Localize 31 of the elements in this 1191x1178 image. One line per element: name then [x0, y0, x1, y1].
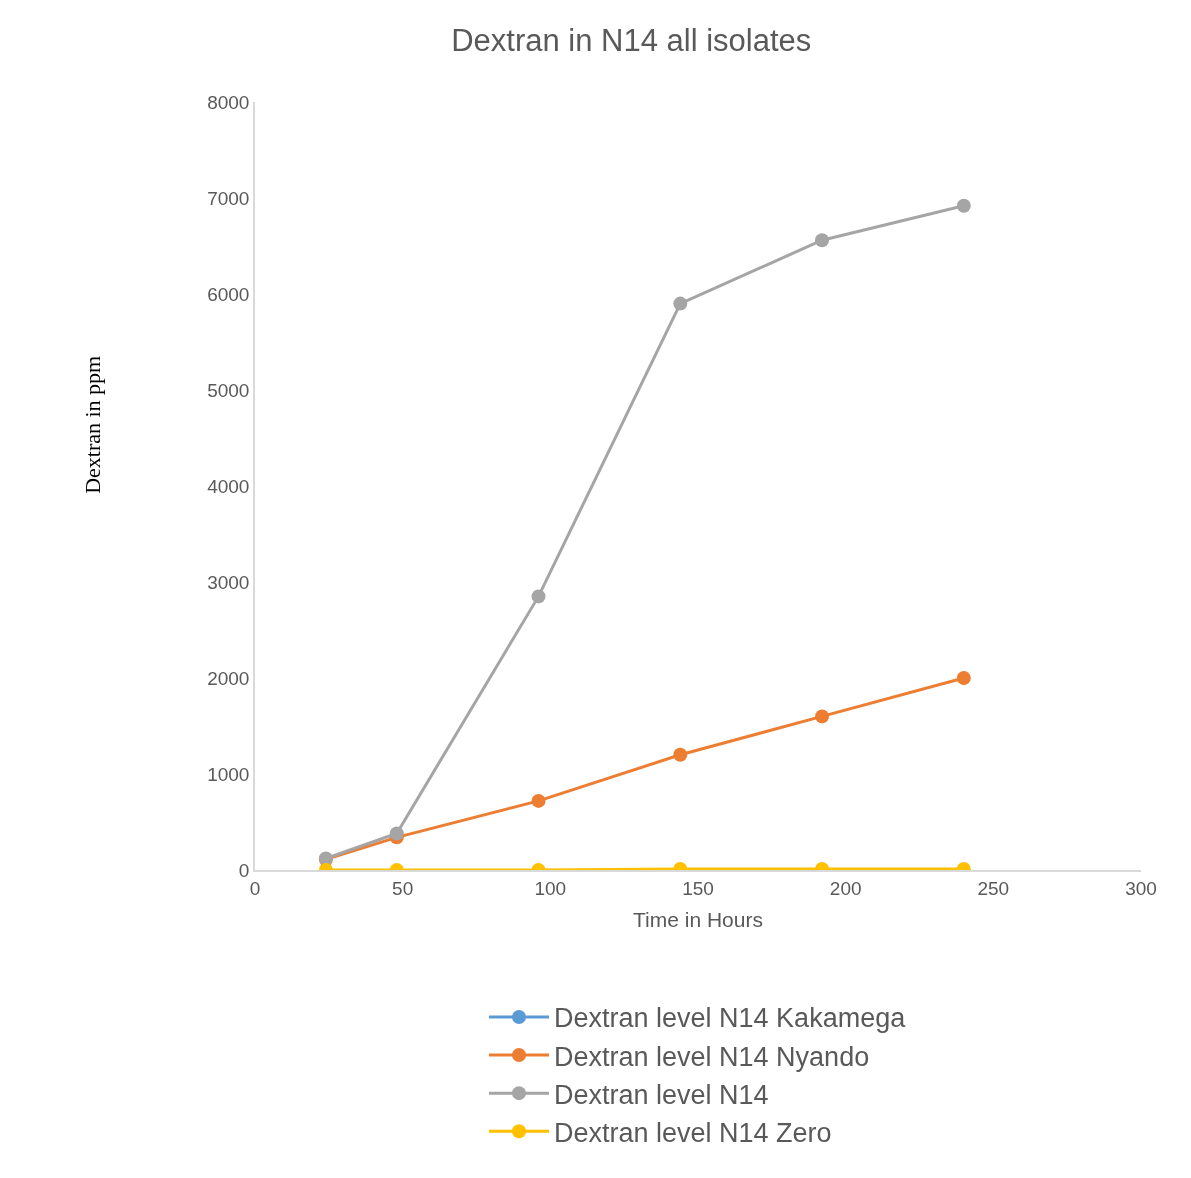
legend-label: Dextran level N14 Zero	[554, 1117, 832, 1148]
y-axis-title: Dextran in ppm	[79, 355, 105, 494]
x-tick-label: 50	[392, 877, 414, 899]
y-tick-label: 5000	[207, 379, 250, 401]
y-tick-label: 0	[238, 859, 250, 881]
legend-label: Dextran level N14	[554, 1079, 769, 1110]
y-tick-label: 4000	[207, 475, 250, 497]
x-tick-label: 250	[977, 877, 1010, 899]
point	[531, 793, 546, 808]
chart-title: Dextran in N14 all isolates	[451, 23, 812, 59]
x-tick-label: 100	[534, 877, 567, 899]
y-tick-label: 8000	[207, 91, 250, 113]
y-tick-label: 7000	[207, 187, 250, 209]
y-tick-label: 6000	[207, 283, 250, 305]
x-tick-label: 150	[682, 877, 714, 899]
legend-label: Dextran level N14 Nyando	[554, 1041, 870, 1072]
point	[956, 671, 971, 685]
y-tick-label: 2000	[207, 667, 250, 689]
point	[389, 826, 404, 841]
point	[673, 296, 688, 311]
y-tick-label: 1000	[207, 763, 250, 785]
point	[815, 233, 830, 248]
point	[673, 747, 688, 762]
x-tick-label: 300	[1125, 877, 1157, 899]
legend-label: Dextran level N14 Kakamega	[554, 1003, 907, 1034]
y-tick-label: 3000	[207, 571, 250, 593]
x-axis-title: Time in Hours	[633, 908, 763, 932]
point	[815, 709, 830, 724]
point	[956, 198, 971, 213]
x-tick-label: 200	[829, 877, 862, 899]
point	[531, 589, 546, 604]
